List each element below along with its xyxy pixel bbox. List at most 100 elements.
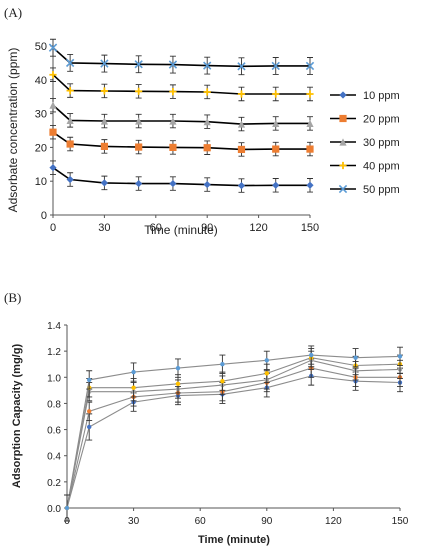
panel-a-point-10-ppm xyxy=(237,181,246,190)
panel-a-series-40-ppm xyxy=(49,67,314,102)
panel-a-point-50-ppm xyxy=(203,61,212,70)
panel-b-point-50-ppm xyxy=(131,369,136,375)
panel-a-line-20-ppm xyxy=(52,131,310,151)
panel-a-point-40-ppm xyxy=(49,71,57,79)
panel-a-x-ticks: 0 30 60 90 120 150 xyxy=(50,215,319,234)
panel-a-series-50-ppm xyxy=(48,38,315,76)
panel-a-point-20-ppm xyxy=(66,140,74,148)
panel-a-point-40-ppm xyxy=(66,87,74,95)
panel-a-point-20-ppm xyxy=(237,145,246,154)
panel-a-x-tick-label: 60 xyxy=(150,222,162,234)
panel-a-y-label: Adsorbate concentration (ppm) xyxy=(6,48,20,213)
legend-label: 10 ppm xyxy=(363,90,400,102)
panel-b-point-40-ppm xyxy=(264,371,269,376)
panel-a-point-30-ppm xyxy=(66,116,74,124)
panel-a-point-50-ppm xyxy=(48,43,58,52)
panel-a-point-30-ppm xyxy=(306,119,314,128)
legend-label: 40 ppm xyxy=(363,161,400,173)
panel-a-point-50-ppm xyxy=(65,58,75,68)
panel-a-point-30-ppm xyxy=(100,117,108,125)
legend-marker xyxy=(339,114,347,123)
panel-b-point-50-ppm xyxy=(309,352,314,358)
panel-b-line-10-ppm xyxy=(66,375,401,509)
legend-marker xyxy=(338,184,348,194)
panel-b-point-40-ppm xyxy=(131,385,136,390)
panel-a-line-40-ppm xyxy=(52,74,310,95)
panel-a-point-30-ppm xyxy=(169,117,177,125)
panel-a-y-tick-label: 30 xyxy=(35,109,47,121)
panel-a-point-10-ppm xyxy=(169,179,177,188)
panel-b-x-tick-label: 150 xyxy=(392,516,409,527)
panel-a-x-tick-label: 90 xyxy=(201,222,213,234)
panel-a-line-10-ppm xyxy=(52,167,310,187)
panel-b-point-50-ppm xyxy=(397,354,403,359)
panel-b-line-30-ppm xyxy=(66,359,401,509)
panel-a-label: (A) xyxy=(4,5,22,20)
panel-b-series-10-ppm xyxy=(64,366,403,522)
legend-marker xyxy=(339,161,347,170)
panel-a-point-50-ppm xyxy=(100,59,109,68)
panel-a-point-40-ppm xyxy=(100,87,108,95)
panel-a-point-40-ppm xyxy=(203,88,211,96)
panel-a-y-tick-label: 10 xyxy=(35,176,47,188)
panel-a-point-30-ppm xyxy=(272,119,280,128)
panel-a-point-20-ppm xyxy=(49,128,57,136)
panel-a-point-40-ppm xyxy=(237,90,246,98)
panel-b-line-20-ppm xyxy=(66,367,400,509)
panel-b-point-50-ppm xyxy=(87,377,92,383)
panel-a-point-10-ppm xyxy=(49,164,57,172)
legend-item-30-ppm: 30 ppm xyxy=(330,137,400,149)
panel-a-line-30-ppm xyxy=(52,104,310,125)
panel-a-point-20-ppm xyxy=(203,144,211,152)
panel-a-point-40-ppm xyxy=(272,90,280,98)
panel-a-point-10-ppm xyxy=(135,179,143,188)
panel-a-y-ticks: 0 10 20 30 40 50 xyxy=(35,41,53,222)
panel-a-point-50-ppm xyxy=(134,60,143,69)
panel-a-chart: (A) 0 10 20 30 40 50 0 30 60 90 120 150 Time (minu… xyxy=(4,5,400,237)
panel-a-point-40-ppm xyxy=(169,88,177,96)
panel-b-point-50-ppm xyxy=(264,358,269,363)
panel-a-series xyxy=(48,38,315,193)
panel-b-y-tick-label: 0.2 xyxy=(47,478,61,489)
panel-b-y-tick-label: 0.4 xyxy=(47,452,61,463)
panel-a-point-20-ppm xyxy=(306,145,314,153)
panel-a-y-tick-label: 40 xyxy=(35,75,47,87)
panel-a-series-30-ppm xyxy=(49,97,314,132)
legend-label: 50 ppm xyxy=(363,184,400,196)
panel-b-x-tick-label: 30 xyxy=(128,516,140,527)
panel-a-point-20-ppm xyxy=(100,142,108,150)
panel-b-y-tick-label: 0.6 xyxy=(47,426,61,437)
panel-a-point-50-ppm xyxy=(305,61,315,71)
panel-b-x-tick-label: 90 xyxy=(261,516,273,527)
panel-b-x-tick-label: 60 xyxy=(195,516,207,527)
panel-a-series-10-ppm xyxy=(49,160,314,193)
legend-item-10-ppm: 10 ppm xyxy=(330,90,400,102)
legend-label: 30 ppm xyxy=(363,137,400,149)
panel-b-point-50-ppm xyxy=(220,362,225,367)
panel-b-y-tick-label: 0.8 xyxy=(47,399,61,410)
panel-b-point-50-ppm xyxy=(64,505,70,511)
panel-a-point-50-ppm xyxy=(168,60,178,69)
panel-b-series-50-ppm xyxy=(64,345,403,522)
panel-a-point-20-ppm xyxy=(169,143,177,151)
legend-item-40-ppm: 40 ppm xyxy=(330,161,400,173)
panel-b-y-label: Adsorption Capacity (mg/g) xyxy=(11,344,23,489)
panel-a-x-tick-label: 150 xyxy=(301,222,319,234)
legend-marker xyxy=(339,138,347,146)
panel-a-point-50-ppm xyxy=(271,61,280,71)
panel-b-point-50-ppm xyxy=(175,365,181,371)
panel-b-chart: (B) 0.00.20.40.60.81.01.21.4 0 30 60 90 120 1… xyxy=(4,290,409,546)
panel-a-line-50-ppm xyxy=(52,47,310,68)
panel-a-point-30-ppm xyxy=(203,118,211,126)
panel-b-x-tick-label: 120 xyxy=(325,516,342,527)
panel-b-line-50-ppm xyxy=(66,354,401,509)
panel-b-y-ticks: 0.0 0.2 0.4 0.6 0.8 1.0 1.2 1.4 xyxy=(47,321,67,515)
panel-a-x-tick-label: 120 xyxy=(249,222,267,234)
legend-marker xyxy=(339,91,347,99)
panel-a-point-20-ppm xyxy=(135,143,143,151)
panel-a-point-30-ppm xyxy=(237,120,246,128)
panel-a-x-tick-label: 30 xyxy=(98,222,110,234)
panel-b-point-50-ppm xyxy=(353,355,358,360)
panel-a-x-label: Time (minute) xyxy=(144,223,218,237)
